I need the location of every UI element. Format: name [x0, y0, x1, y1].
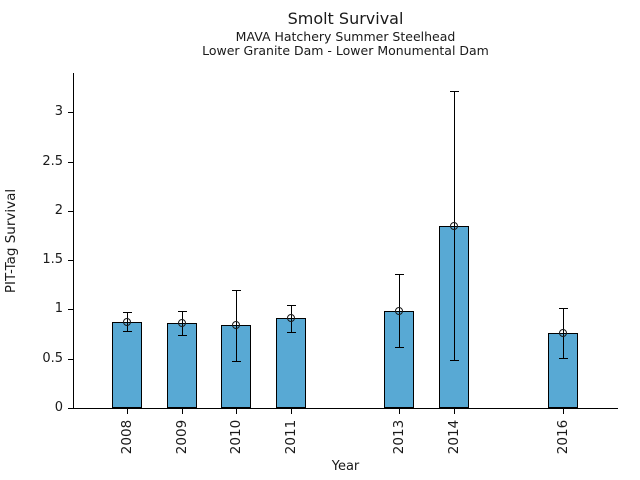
mean-marker: [232, 321, 240, 329]
bar-2013: [384, 311, 414, 408]
error-bar-cap-bottom: [395, 347, 404, 348]
error-bar-cap-top: [559, 308, 568, 309]
error-bar-cap-bottom: [123, 331, 132, 332]
mean-marker: [559, 329, 567, 337]
mean-marker: [450, 222, 458, 230]
y-tick: [68, 260, 73, 261]
y-tick: [68, 309, 73, 310]
y-tick: [68, 211, 73, 212]
mean-marker: [287, 314, 295, 322]
x-tick: [291, 409, 292, 414]
error-bar-cap-bottom: [287, 332, 296, 333]
y-axis-spine: [73, 73, 74, 409]
error-bar-cap-top: [232, 290, 241, 291]
y-tick: [68, 112, 73, 113]
y-tick-label: 1.5: [42, 252, 63, 267]
x-axis-spine: [73, 408, 618, 409]
error-bar-cap-top: [178, 311, 187, 312]
chart-subtitle-line1: MAVA Hatchery Summer Steelhead: [235, 29, 456, 44]
x-tick: [454, 409, 455, 414]
error-bar-cap-top: [450, 91, 459, 92]
mean-marker: [123, 318, 131, 326]
mean-marker: [178, 319, 186, 327]
error-bar-cap-top: [287, 305, 296, 306]
y-tick-label: 0.5: [42, 351, 63, 366]
y-tick-label: 2.5: [42, 154, 63, 169]
y-tick-label: 1: [54, 301, 63, 316]
y-tick-label: 3: [54, 104, 63, 119]
x-tick-label: 2008: [119, 419, 135, 455]
chart-subtitle-line2: Lower Granite Dam - Lower Monumental Dam: [202, 43, 489, 58]
x-tick-label: 2013: [391, 419, 407, 455]
error-bar-cap-top: [123, 312, 132, 313]
chart-title: Smolt Survival: [287, 9, 404, 28]
error-bar-cap-bottom: [232, 361, 241, 362]
x-tick: [182, 409, 183, 414]
x-tick: [399, 409, 400, 414]
x-tick-label: 2009: [174, 419, 190, 455]
y-tick: [68, 359, 73, 360]
y-tick-label: 0: [54, 400, 63, 415]
bar-2011: [276, 318, 306, 408]
x-tick: [563, 409, 564, 414]
y-tick: [68, 408, 73, 409]
x-tick-label: 2011: [283, 419, 299, 455]
y-tick-label: 2: [54, 203, 63, 218]
x-tick-label: 2010: [228, 419, 244, 455]
x-tick: [236, 409, 237, 414]
x-tick: [127, 409, 128, 414]
error-bar-cap-bottom: [559, 358, 568, 359]
y-tick: [68, 162, 73, 163]
x-axis-label: Year: [331, 459, 360, 474]
error-bar-cap-top: [395, 274, 404, 275]
mean-marker: [395, 307, 403, 315]
x-tick-label: 2016: [555, 419, 571, 455]
error-bar-cap-bottom: [450, 360, 459, 361]
bar-2008: [112, 322, 142, 408]
x-tick-label: 2014: [446, 419, 462, 455]
error-bar-cap-bottom: [178, 335, 187, 336]
